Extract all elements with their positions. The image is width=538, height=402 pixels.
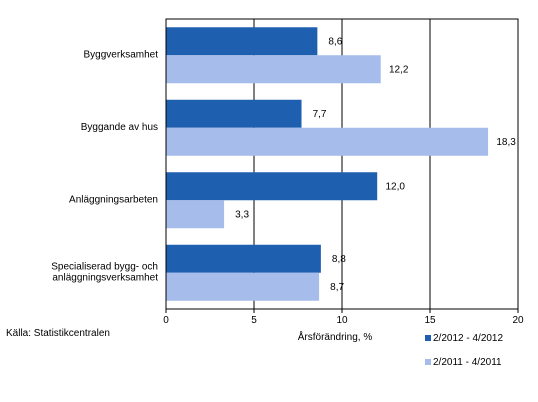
x-axis-title: Årsförändring, % <box>298 330 373 343</box>
data-label: 7,7 <box>313 109 327 120</box>
bar <box>166 99 302 128</box>
data-label: 18,3 <box>496 137 516 148</box>
category-label: Anläggningsarbeten <box>69 194 158 205</box>
bar <box>166 55 381 84</box>
data-label: 8,6 <box>328 36 342 47</box>
legend-swatch <box>425 335 431 341</box>
category-label: anläggningsverksamhet <box>52 272 158 283</box>
bar <box>166 172 378 201</box>
x-tick-label: 5 <box>251 315 257 326</box>
bar <box>166 244 321 273</box>
category-labels: Byggverksamhet Byggande av hus Anläggnings… <box>51 49 158 283</box>
data-label: 12,0 <box>385 181 405 192</box>
axes: 0 5 10 15 20 <box>163 18 524 326</box>
category-label: Byggande av hus <box>81 122 158 133</box>
bars <box>166 27 489 301</box>
bar <box>166 272 320 301</box>
legend: 2/2012 - 4/2012 2/2011 - 4/2011 <box>425 333 503 368</box>
x-tick-label: 15 <box>424 315 436 326</box>
bar <box>166 200 225 229</box>
data-label: 12,2 <box>389 64 409 75</box>
legend-label: 2/2012 - 4/2012 <box>433 333 503 344</box>
legend-label: 2/2011 - 4/2011 <box>433 357 502 368</box>
x-tick-label: 0 <box>163 315 169 326</box>
data-label: 8,8 <box>332 254 346 265</box>
x-tick-label: 10 <box>336 315 348 326</box>
data-label: 3,3 <box>235 209 249 220</box>
legend-swatch <box>425 359 431 365</box>
category-label: Byggverksamhet <box>84 49 159 60</box>
data-label: 8,7 <box>330 282 344 293</box>
category-label: Specialiserad bygg- och <box>51 261 158 272</box>
bar <box>166 127 489 156</box>
value-labels: 8,6 12,2 7,7 18,3 12,0 3,3 8,8 8,7 <box>235 36 516 293</box>
bar <box>166 27 318 56</box>
source-note: Källa: Statistikcentralen <box>6 328 110 339</box>
x-tick-label: 20 <box>512 315 524 326</box>
